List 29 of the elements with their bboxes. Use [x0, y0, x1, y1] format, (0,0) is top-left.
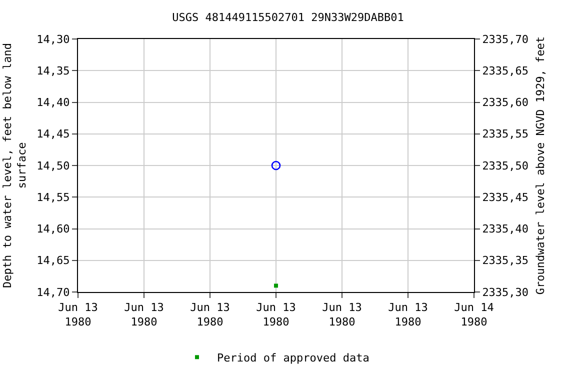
- y-tick-label: 14,70: [36, 286, 70, 299]
- y2-tick-label: 2335,70: [482, 32, 529, 46]
- y-tick-label: 14,40: [36, 96, 70, 110]
- y-tick-label: 14,65: [36, 254, 70, 268]
- y2-tick-label: 2335,55: [482, 128, 529, 141]
- y-tick-label: 14,35: [36, 64, 70, 78]
- legend-label: Period of approved data: [217, 351, 370, 364]
- x-tick-label: Jun 13 1980: [322, 301, 362, 328]
- y-tick-label: 14,55: [36, 190, 70, 204]
- y2-tick-label: 2335,60: [482, 96, 529, 110]
- y-tick-label: 14,50: [36, 159, 70, 172]
- y2-axis-title: Groundwater level above NGVD 1929, feet: [534, 36, 547, 295]
- y2-tick-label: 2335,45: [482, 190, 529, 204]
- y2-tick-label: 2335,50: [482, 159, 529, 172]
- x-tick-label: Jun 13 1980: [190, 301, 230, 328]
- x-tick-label: Jun 13 1980: [388, 301, 428, 328]
- y-tick-label: 14,60: [36, 222, 70, 236]
- y-tick-label: 14,30: [36, 32, 70, 46]
- y-tick-label: 14,45: [36, 128, 70, 141]
- y2-tick-label: 2335,30: [482, 286, 529, 299]
- x-tick-label: Jun 13 1980: [124, 301, 164, 328]
- x-tick-label: Jun 13 1980: [256, 301, 296, 328]
- chart-title: USGS 481449115502701 29N33W29DABB01: [172, 11, 404, 24]
- y2-tick-label: 2335,65: [482, 64, 529, 78]
- x-tick-label: Jun 13 1980: [58, 301, 98, 328]
- y2-tick-label: 2335,35: [482, 254, 529, 268]
- y-axis-title: Depth to water level, feet below land surface: [1, 42, 28, 288]
- y2-tick-label: 2335,40: [482, 222, 529, 236]
- x-tick-label: Jun 14 1980: [454, 301, 494, 328]
